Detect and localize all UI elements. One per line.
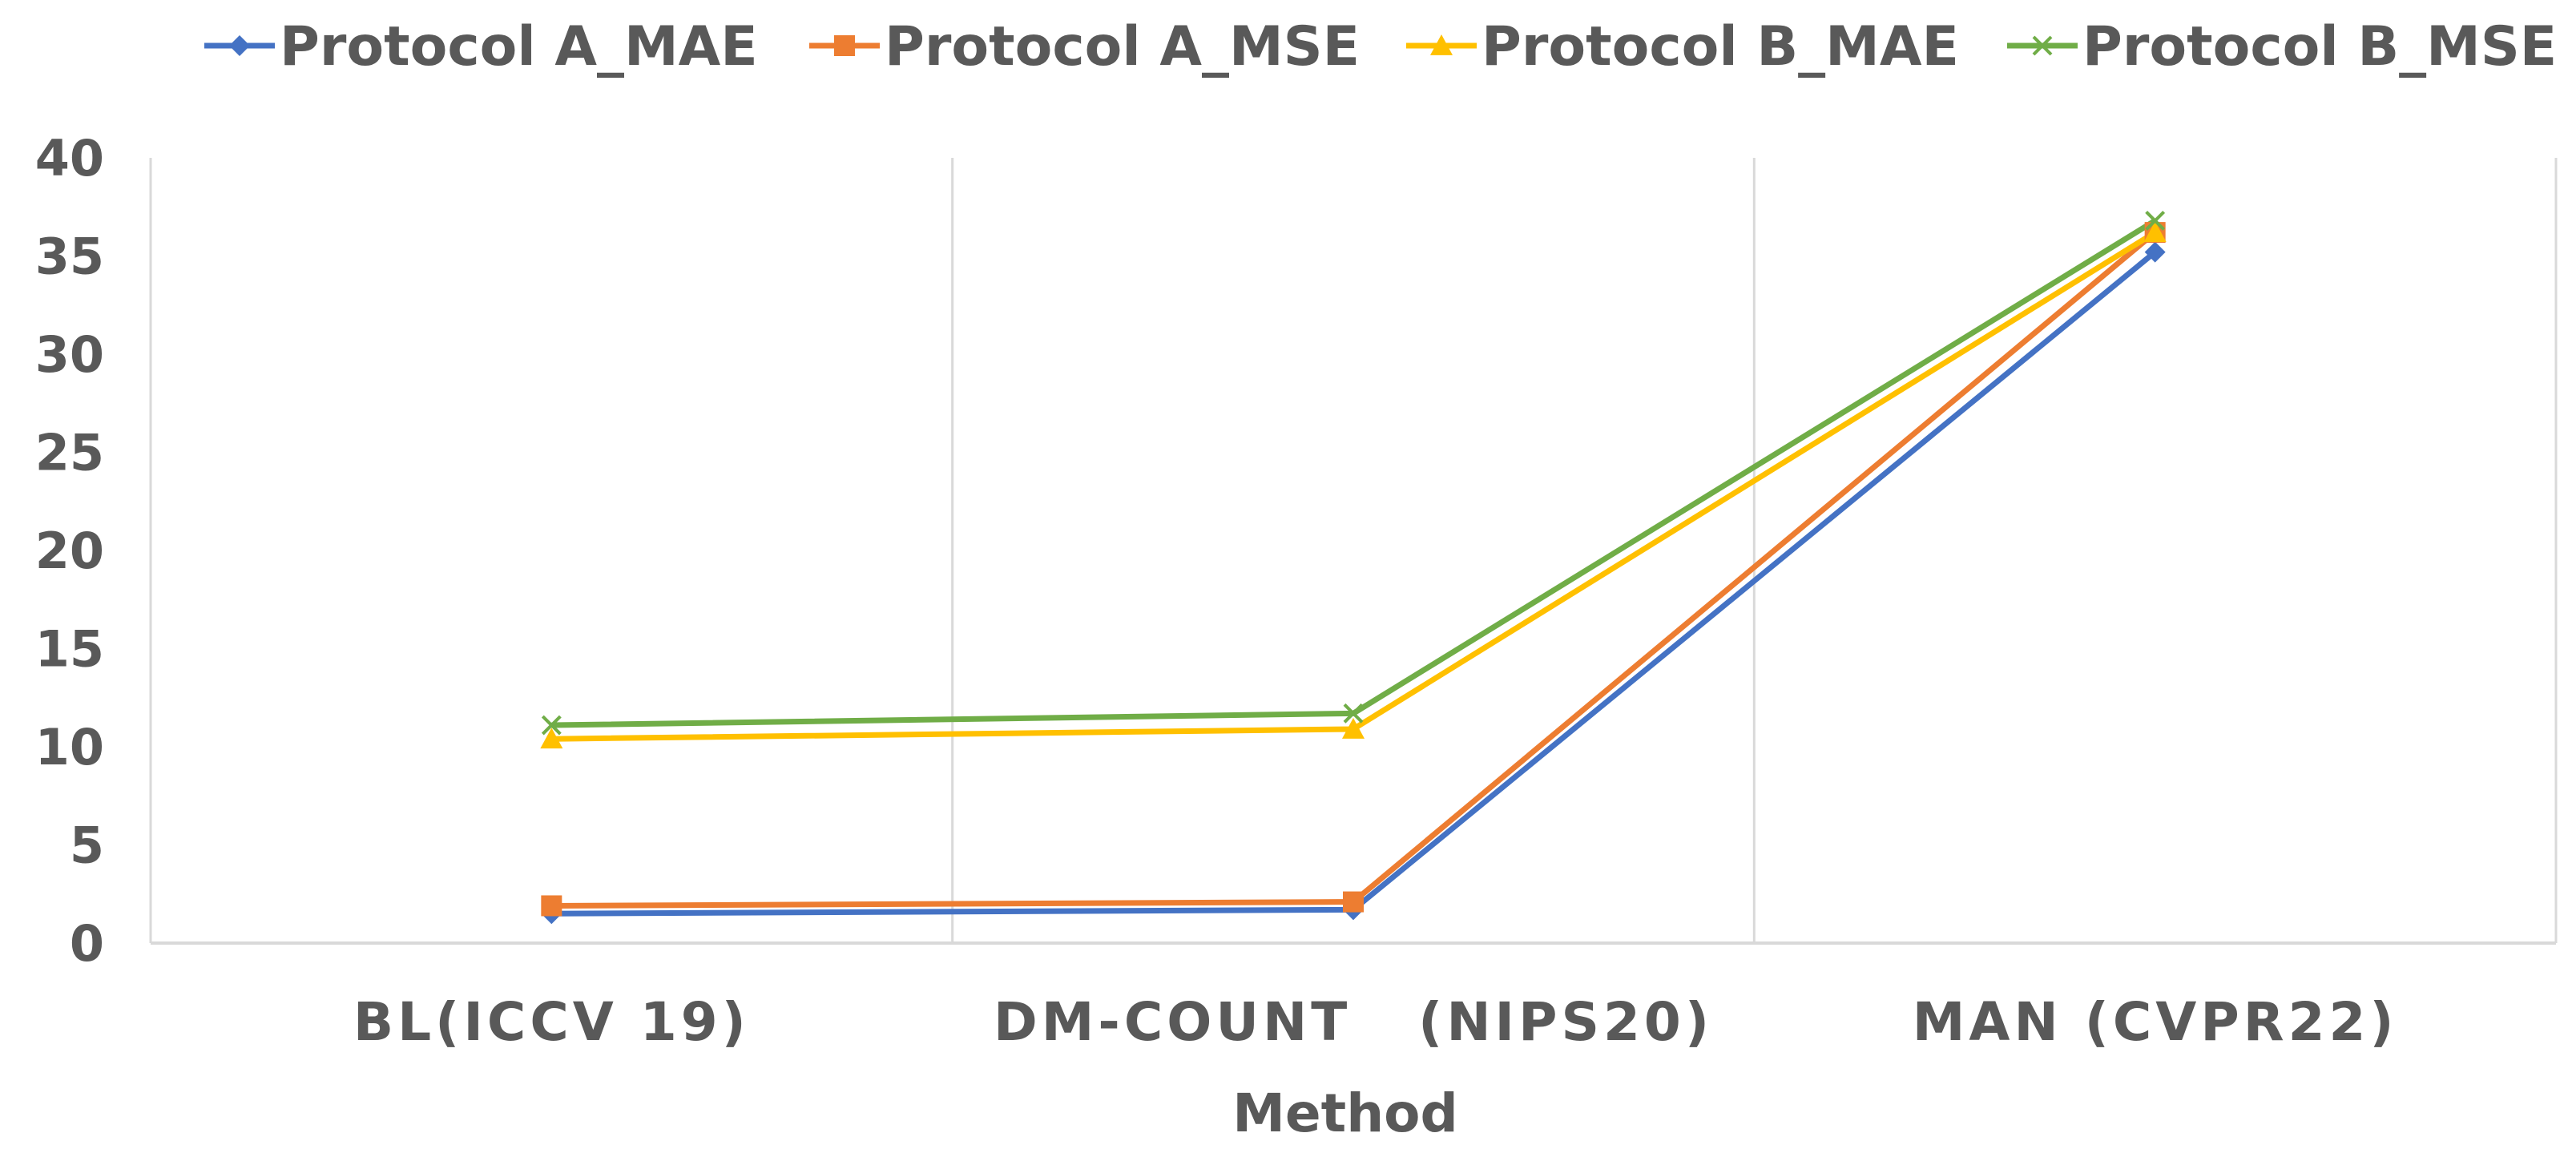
data-point	[1342, 717, 1365, 739]
series-markers	[540, 210, 2167, 925]
data-point	[541, 715, 562, 736]
y-tick-label: 25	[35, 424, 104, 482]
axes	[149, 158, 2556, 945]
x-axis-title: Method	[1232, 1082, 1458, 1144]
gridlines	[951, 158, 2558, 943]
data-point	[1343, 703, 1364, 724]
data-point	[2145, 210, 2166, 231]
x-axis-ticks: BL(ICCV 19) DM-COUNT (NIPS20) MAN (CVPR22)	[353, 991, 2398, 1053]
y-tick-label: 40	[35, 129, 104, 187]
data-point	[541, 895, 562, 917]
series-lines	[551, 218, 2157, 917]
data-point	[1430, 34, 1453, 55]
y-tick-label: 20	[35, 522, 104, 580]
legend-label: Protocol A_MSE	[885, 15, 1360, 79]
data-point	[2144, 241, 2166, 263]
data-point	[2032, 35, 2053, 56]
data-point	[1343, 891, 1364, 913]
x-tick-label: BL(ICCV 19)	[353, 991, 750, 1053]
legend: Protocol A_MAE Protocol A_MSE Protocol B_M…	[204, 15, 2557, 79]
y-tick-label: 0	[70, 914, 104, 973]
y-tick-label: 35	[35, 228, 104, 286]
data-point	[834, 35, 855, 56]
x-tick-label: DM-COUNT (NIPS20)	[994, 991, 1713, 1053]
series-line	[551, 230, 2157, 909]
y-tick-label: 15	[35, 620, 104, 679]
legend-label: Protocol B_MSE	[2082, 15, 2557, 79]
y-tick-label: 5	[70, 816, 104, 875]
y-tick-label: 10	[35, 718, 104, 776]
data-point	[2143, 221, 2167, 242]
series-line	[551, 218, 2157, 728]
legend-label: Protocol B_MAE	[1482, 15, 1959, 79]
y-axis-ticks: 0 5 10 15 20 25 30 35 40	[35, 129, 104, 973]
y-tick-label: 30	[35, 325, 104, 384]
legend-label: Protocol A_MAE	[280, 15, 758, 79]
data-point	[540, 728, 563, 749]
series-line	[551, 249, 2157, 917]
data-point	[229, 35, 250, 56]
x-tick-label: MAN (CVPR22)	[1913, 991, 2398, 1053]
series-line	[551, 230, 2157, 742]
